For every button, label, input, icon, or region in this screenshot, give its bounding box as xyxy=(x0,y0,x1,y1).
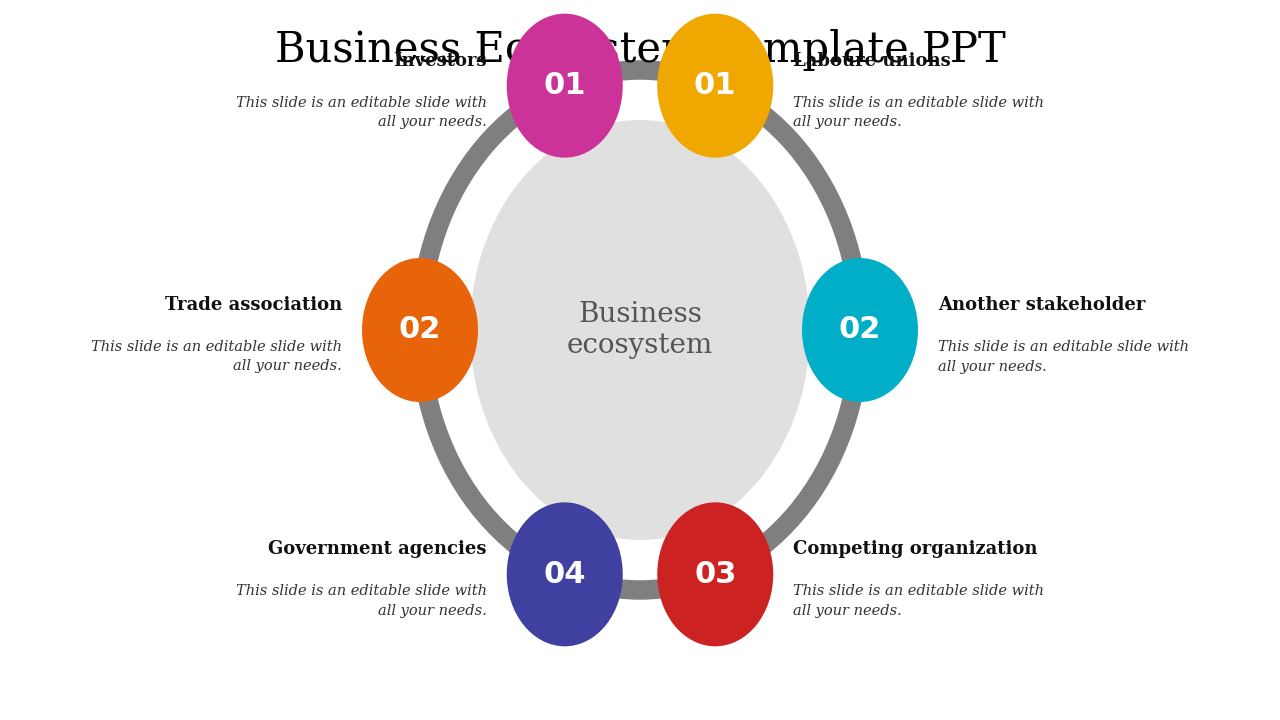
Text: Competing organization: Competing organization xyxy=(794,540,1038,558)
Text: Another stakeholder: Another stakeholder xyxy=(938,296,1146,314)
Text: This slide is an editable slide with
all your needs.: This slide is an editable slide with all… xyxy=(938,340,1189,374)
Text: Investors: Investors xyxy=(393,52,486,70)
Text: 02: 02 xyxy=(838,315,881,344)
Ellipse shape xyxy=(657,503,773,647)
Ellipse shape xyxy=(507,14,623,158)
Text: Laboure unions: Laboure unions xyxy=(794,52,951,70)
Text: 04: 04 xyxy=(544,560,586,589)
Text: 03: 03 xyxy=(694,560,736,589)
Ellipse shape xyxy=(362,258,477,402)
Text: This slide is an editable slide with
all your needs.: This slide is an editable slide with all… xyxy=(236,585,486,618)
Ellipse shape xyxy=(470,120,810,540)
Ellipse shape xyxy=(803,258,918,402)
Text: This slide is an editable slide with
all your needs.: This slide is an editable slide with all… xyxy=(794,585,1044,618)
Text: 02: 02 xyxy=(399,315,442,344)
Text: Business
ecosystem: Business ecosystem xyxy=(567,301,713,359)
Ellipse shape xyxy=(507,503,623,647)
Text: Trade association: Trade association xyxy=(165,296,342,314)
Text: 01: 01 xyxy=(694,71,736,100)
Text: 01: 01 xyxy=(544,71,586,100)
Text: Government agencies: Government agencies xyxy=(269,540,486,558)
Text: This slide is an editable slide with
all your needs.: This slide is an editable slide with all… xyxy=(91,340,342,374)
Text: This slide is an editable slide with
all your needs.: This slide is an editable slide with all… xyxy=(236,96,486,129)
Text: Business Ecosystem Template PPT: Business Ecosystem Template PPT xyxy=(275,29,1005,71)
Ellipse shape xyxy=(657,14,773,158)
Text: This slide is an editable slide with
all your needs.: This slide is an editable slide with all… xyxy=(794,96,1044,129)
